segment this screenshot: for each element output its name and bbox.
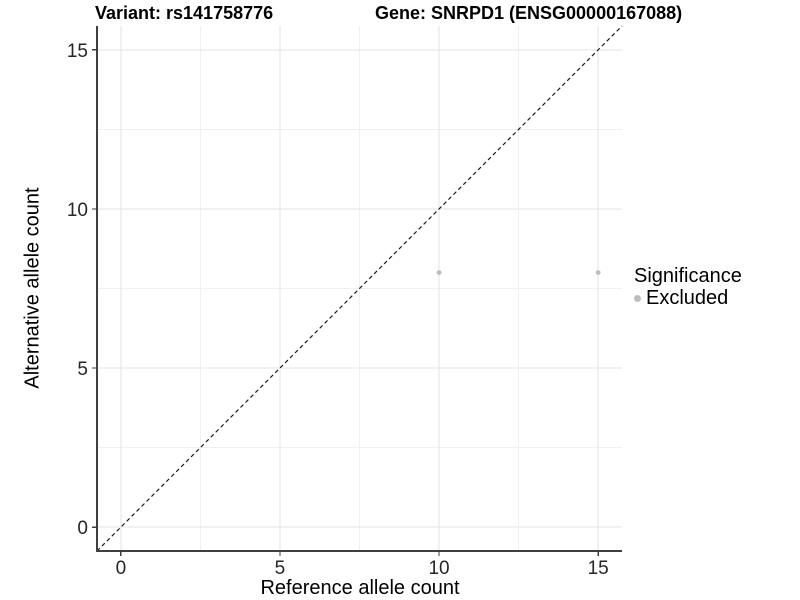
y-tick-label: 5	[77, 359, 88, 380]
identity-reference-line	[96, 25, 623, 552]
legend-entry: Excluded	[634, 288, 742, 309]
x-tick-label: 10	[428, 558, 449, 579]
y-tick-label: 0	[77, 518, 88, 539]
x-tick-label: 5	[275, 558, 286, 579]
gene-title: Gene: SNRPD1 (ENSG00000167088)	[375, 3, 683, 23]
legend-key-dot	[634, 295, 641, 302]
x-tick-label: 0	[116, 558, 127, 579]
x-tick-label: 15	[588, 558, 609, 579]
y-axis-title: Alternative allele count	[21, 187, 44, 389]
y-tick-label: 15	[67, 41, 88, 62]
legend-title: Significance	[634, 265, 742, 287]
x-axis-title: Reference allele count	[260, 577, 460, 599]
data-point-excluded	[436, 270, 442, 275]
y-tick-label: 10	[67, 200, 88, 221]
legend: Significance Excluded	[634, 265, 742, 309]
variant-title: Variant: rs141758776	[95, 3, 274, 23]
legend-entry-label: Excluded	[646, 287, 729, 309]
data-point-excluded	[595, 270, 601, 275]
